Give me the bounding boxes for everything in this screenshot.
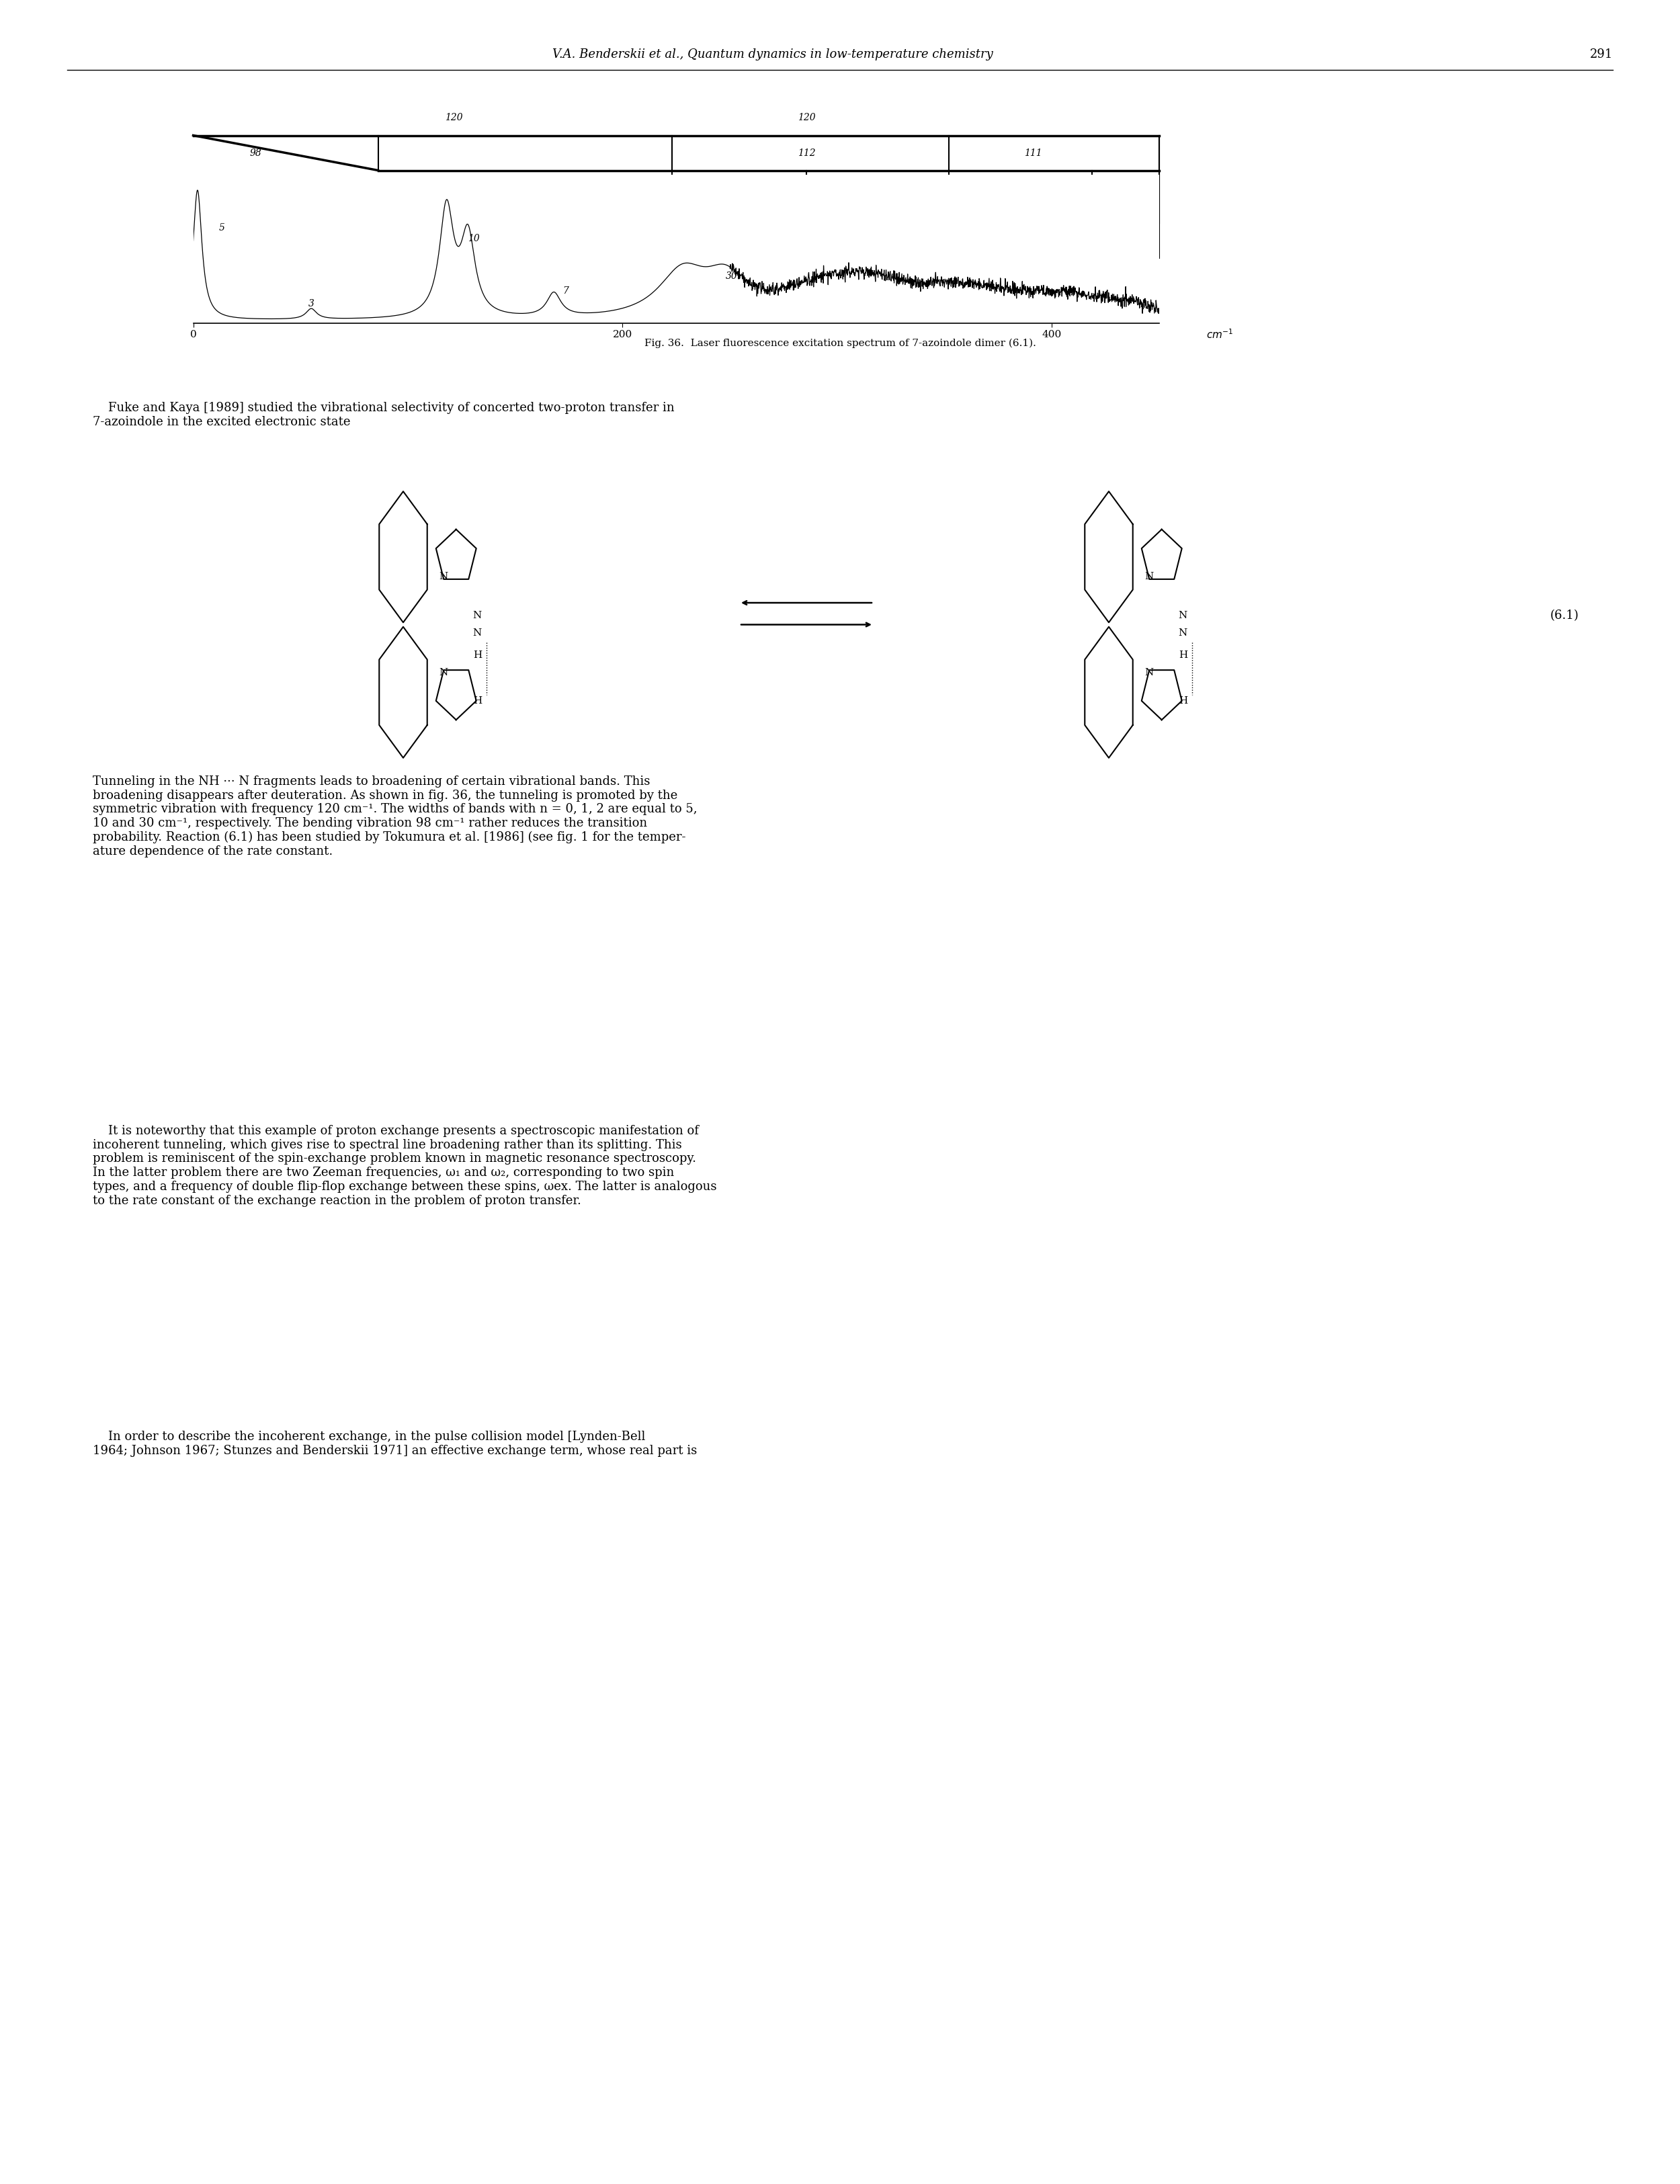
Text: N: N (1179, 612, 1188, 620)
Text: 120: 120 (445, 114, 462, 122)
Text: H: H (474, 697, 482, 705)
Text: In order to describe the incoherent exchange, in the pulse collision model [Lynd: In order to describe the incoherent exch… (92, 1431, 697, 1457)
Text: N: N (438, 572, 447, 581)
Text: 112: 112 (798, 149, 815, 157)
Text: 120: 120 (798, 114, 815, 122)
Text: H: H (474, 651, 482, 660)
Text: (6.1): (6.1) (1551, 609, 1579, 622)
Text: 10: 10 (469, 234, 480, 242)
Text: 7: 7 (563, 286, 568, 295)
Text: 291: 291 (1589, 48, 1613, 61)
Text: Fuke and Kaya [1989] studied the vibrational selectivity of concerted two-proton: Fuke and Kaya [1989] studied the vibrati… (92, 402, 674, 428)
Text: N: N (438, 668, 447, 677)
Text: V.A. Benderskii et al., Quantum dynamics in low-temperature chemistry: V.A. Benderskii et al., Quantum dynamics… (553, 48, 993, 61)
Text: $cm^{-1}$: $cm^{-1}$ (1206, 328, 1233, 341)
Text: N: N (1144, 668, 1152, 677)
Text: Tunneling in the NH ··· N fragments leads to broadening of certain vibrational b: Tunneling in the NH ··· N fragments lead… (92, 775, 697, 858)
Text: N: N (474, 612, 482, 620)
Text: 3: 3 (309, 299, 314, 308)
Text: 98: 98 (249, 149, 262, 157)
Text: 111: 111 (1025, 149, 1042, 157)
Text: H: H (1179, 697, 1188, 705)
Text: N: N (474, 629, 482, 638)
Text: H: H (1179, 651, 1188, 660)
Text: 5: 5 (218, 223, 225, 232)
Text: 30: 30 (726, 271, 738, 282)
Text: Fig. 36.  Laser fluorescence excitation spectrum of 7-azoindole dimer (6.1).: Fig. 36. Laser fluorescence excitation s… (643, 339, 1037, 347)
Text: It is noteworthy that this example of proton exchange presents a spectroscopic m: It is noteworthy that this example of pr… (92, 1125, 716, 1208)
Text: N: N (1179, 629, 1188, 638)
Text: N: N (1144, 572, 1152, 581)
